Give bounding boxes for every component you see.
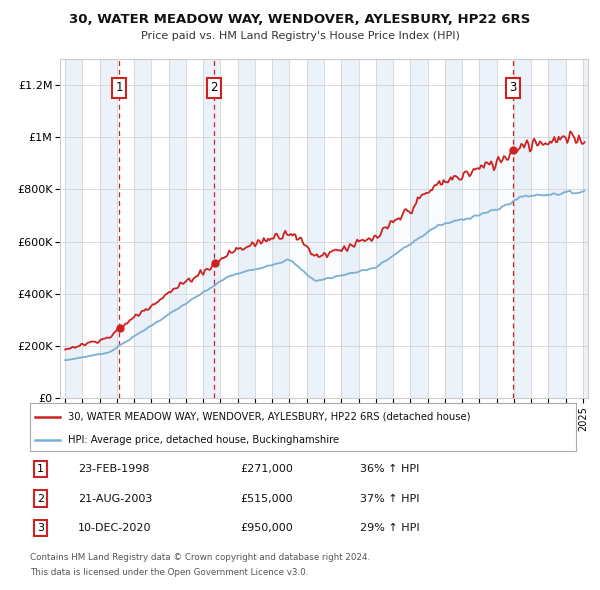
Bar [238,59,255,398]
Bar [479,59,497,398]
Bar [169,59,186,398]
Text: 30, WATER MEADOW WAY, WENDOVER, AYLESBURY, HP22 6RS: 30, WATER MEADOW WAY, WENDOVER, AYLESBUR… [70,13,530,26]
Text: HPI: Average price, detached house, Buckinghamshire: HPI: Average price, detached house, Buck… [68,435,340,445]
Text: 23-FEB-1998: 23-FEB-1998 [78,464,149,474]
Bar [548,59,566,398]
Text: £271,000: £271,000 [240,464,293,474]
Bar [100,59,117,398]
Text: 37% ↑ HPI: 37% ↑ HPI [360,494,419,503]
Text: 1: 1 [115,81,123,94]
Bar [134,59,151,398]
Bar [514,59,531,398]
Text: 2: 2 [211,81,218,94]
Text: £515,000: £515,000 [240,494,293,503]
Text: 1: 1 [37,464,44,474]
Bar [341,59,359,398]
Text: £950,000: £950,000 [240,523,293,533]
Text: 10-DEC-2020: 10-DEC-2020 [78,523,151,533]
Text: 3: 3 [37,523,44,533]
Bar [203,59,220,398]
Text: 30, WATER MEADOW WAY, WENDOVER, AYLESBURY, HP22 6RS (detached house): 30, WATER MEADOW WAY, WENDOVER, AYLESBUR… [68,411,471,421]
Bar [410,59,428,398]
Bar [583,59,600,398]
Bar [376,59,393,398]
Bar [65,59,82,398]
Text: 21-AUG-2003: 21-AUG-2003 [78,494,152,503]
Text: 2: 2 [37,494,44,503]
Text: Contains HM Land Registry data © Crown copyright and database right 2024.: Contains HM Land Registry data © Crown c… [30,553,370,562]
Text: 29% ↑ HPI: 29% ↑ HPI [360,523,419,533]
Text: 3: 3 [509,81,517,94]
Text: Price paid vs. HM Land Registry's House Price Index (HPI): Price paid vs. HM Land Registry's House … [140,31,460,41]
Bar [307,59,324,398]
Text: 36% ↑ HPI: 36% ↑ HPI [360,464,419,474]
Text: This data is licensed under the Open Government Licence v3.0.: This data is licensed under the Open Gov… [30,568,308,577]
Bar [445,59,462,398]
Bar [272,59,289,398]
